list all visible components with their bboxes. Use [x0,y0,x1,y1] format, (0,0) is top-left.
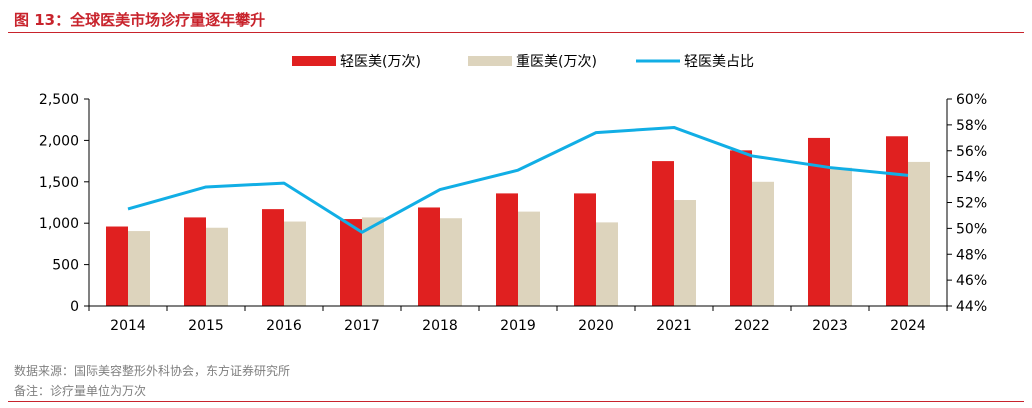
y-tick-label-left: 2,500 [39,92,79,108]
share-line [127,125,909,234]
legend-item: 轻医美占比 [636,54,754,70]
x-tick-label: 2018 [422,318,458,334]
y-tick-label-left: 1,500 [39,175,79,191]
bar-light-aesthetic [808,137,830,306]
legend: 轻医美(万次) 重医美(万次) 轻医美占比 [292,54,754,70]
x-tick-label: 2017 [344,318,380,334]
bar-heavy-aesthetic [206,227,228,306]
chart: 轻医美(万次) 重医美(万次) 轻医美占比 0 500 1,000 1,500 2,000 2… [39,54,987,334]
bar-light-aesthetic [652,161,674,306]
y-tick-label-left: 2,000 [39,133,79,149]
figure-title: 图 13：全球医美市场诊疗量逐年攀升 [14,11,266,29]
legend-swatch [292,56,336,66]
bar-heavy-aesthetic [596,222,618,306]
y-tick-label-right: 46% [956,273,987,289]
y-tick-label-right: 58% [956,118,987,134]
x-tick-label: 2024 [890,318,926,334]
bar-heavy-aesthetic [440,218,462,306]
title-rule [8,32,1024,33]
bar-heavy-aesthetic [518,211,540,306]
bar-light-aesthetic [574,193,596,306]
axes: 0 500 1,000 1,500 2,000 2,500 44% 46% 48% 50% 52% 5… [39,92,987,334]
bar-light-aesthetic [496,193,518,306]
source-note: 数据来源：国际美容整形外科协会，东方证券研究所 [14,364,291,378]
x-tick-label: 2019 [500,318,536,334]
bar-light-aesthetic [262,209,284,306]
y-tick-label-right: 54% [956,170,987,186]
y-tick-label-left: 500 [52,258,79,274]
x-tick-label: 2021 [656,318,692,334]
bar-heavy-aesthetic [362,217,384,306]
bars [106,136,930,306]
y-tick-label-right: 50% [956,221,987,237]
y-tick-label-right: 44% [956,299,987,315]
bar-heavy-aesthetic [674,200,696,306]
footer-rule [8,401,1024,402]
bar-light-aesthetic [418,207,440,306]
remark-note: 备注：诊疗量单位为万次 [14,384,147,398]
legend-label: 重医美(万次) [516,54,597,70]
y-tick-label-right: 56% [956,144,987,160]
bar-heavy-aesthetic [830,167,852,306]
x-tick-label: 2022 [734,318,770,334]
bar-light-aesthetic [340,219,362,306]
bar-heavy-aesthetic [752,181,774,306]
bar-light-aesthetic [184,217,206,306]
x-tick-label: 2015 [188,318,224,334]
x-tick-label: 2023 [812,318,848,334]
x-tick-label: 2016 [266,318,302,334]
legend-label: 轻医美占比 [684,54,754,70]
legend-item: 重医美(万次) [468,54,597,70]
y-tick-label-right: 52% [956,196,987,212]
y-tick-label-left: 0 [70,299,79,315]
bar-light-aesthetic [886,136,908,306]
bar-heavy-aesthetic [908,161,930,306]
bar-heavy-aesthetic [284,221,306,306]
bar-light-aesthetic [730,150,752,306]
legend-swatch [468,56,512,66]
y-tick-label-right: 48% [956,247,987,263]
bar-heavy-aesthetic [128,231,150,306]
legend-label: 轻医美(万次) [340,54,421,70]
legend-item: 轻医美(万次) [292,54,421,70]
y-tick-label-right: 60% [956,92,987,108]
x-tick-label: 2020 [578,318,614,334]
bar-light-aesthetic [106,226,128,306]
x-tick-label: 2014 [110,318,146,334]
y-tick-label-left: 1,000 [39,216,79,232]
